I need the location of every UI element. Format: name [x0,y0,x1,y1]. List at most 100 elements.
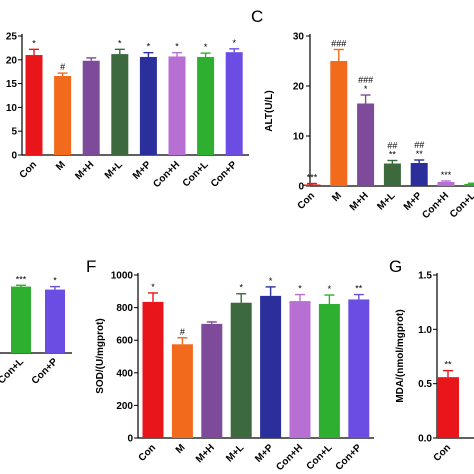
y-axis-label: MDA/(nmol/mgprot) [395,309,406,402]
bar-Con+L [464,184,474,186]
y-tick-label: 10 [293,132,305,143]
significance-mark: *** [16,274,27,284]
significance-mark: * [175,42,179,52]
bar-M [54,75,72,155]
bar-Con+H [437,182,455,186]
y-tick-label: 1.0 [418,325,432,336]
panel-label: C [251,7,263,26]
significance-mark: * [269,276,273,286]
category-label: Con+L [448,190,474,220]
bar-M+L [230,302,252,438]
significance-mark: # [60,62,65,72]
category-label: Con+P [334,442,365,473]
category-label: Con+L [305,442,335,472]
y-tick-label: 25 [6,32,18,43]
significance-mark: # [180,327,185,337]
category-label: M+H [194,442,217,465]
significance-mark: *** [441,170,452,180]
bar-M+L [111,54,129,156]
category-label: Con [18,159,40,181]
significance-mark: ## [387,141,397,151]
y-tick-label: 30 [293,32,305,43]
bar-M+P [260,295,282,438]
y-tick-label: 1.5 [418,271,432,282]
y-tick-label: 5 [11,127,17,138]
bar-M+H [357,103,375,186]
category-label: M+H [348,190,371,213]
significance-mark: * [53,276,57,286]
y-tick-label: 15 [6,79,18,90]
significance-mark: * [118,38,122,48]
significance-mark: * [364,84,368,94]
category-label: M [174,442,188,456]
bar-Con+L [197,56,215,155]
category-label: Con+P [30,356,61,387]
category-label: M+H [73,159,96,182]
category-label: Con+L [0,356,26,386]
significance-mark: * [147,42,151,52]
significance-mark: ### [358,75,373,85]
category-label: M+L [224,442,246,464]
panel-label: F [86,257,96,276]
significance-mark: ** [389,150,397,160]
significance-mark: ** [416,149,424,159]
chart-panel-0: 0 5 10 15 20 25 * Con # M M+H * M+L * M+P * Con+H * Con+L *… [6,32,249,190]
category-label: Con [296,190,318,212]
bar-Con+P [348,299,370,438]
y-tick-label: 0 [298,182,304,193]
significance-mark: * [151,282,155,292]
category-label: M+P [402,190,425,213]
y-tick-label: 0.0 [418,434,432,445]
category-label: M+L [375,190,397,212]
y-tick-label: 10 [6,103,18,114]
bar-M [330,61,348,186]
significance-mark: * [298,284,302,294]
significance-mark: ** [444,360,452,370]
y-tick-label: 0.5 [418,379,432,390]
significance-mark: * [32,38,36,48]
y-tick-label: 800 [116,303,133,314]
significance-mark: ## [414,140,424,150]
significance-mark: ** [355,284,363,294]
bar-M+P [139,56,157,155]
y-axis-label: ALT(U/L) [264,90,275,131]
bar-M+H [82,60,100,155]
category-label: M+P [253,442,276,465]
y-tick-label: 0 [127,434,133,445]
chart-panel-2: *** Con+L * Con+P [0,274,72,387]
bar-M+L [383,163,401,186]
panel-label: G [389,257,402,276]
significance-mark: * [204,42,208,52]
significance-mark: * [232,38,236,48]
y-tick-label: 20 [6,55,18,66]
y-axis-label: SOD/(U/mgprot) [95,318,106,394]
y-tick-label: 400 [116,368,133,379]
category-label: Con+H [151,159,182,190]
category-label: Con [137,442,159,464]
category-label: M [54,159,68,173]
bar-Con [437,377,459,438]
chart-panel-3: 0 200 400 600 800 1000 SOD/(U/mgprot) F * Con # M M+… [86,257,374,473]
category-label: Con [432,442,454,464]
y-tick-label: 20 [293,82,305,93]
category-label: M+P [131,159,154,182]
bar-Con [142,301,164,438]
bar-M [171,344,193,438]
bar-Con+P [225,52,243,155]
y-tick-label: 1000 [111,271,134,282]
category-label: Con+L [181,159,211,189]
chart-panel-1: 0102030ALT(U/L)C***Con###M###*M+H##**M+L… [251,7,474,221]
bar-M+H [201,323,223,438]
category-label: Con+H [420,190,451,221]
bar-Con+P [45,289,65,353]
bar-M+P [410,163,428,186]
y-tick-label: 200 [116,401,133,412]
bar-Con [303,184,321,186]
significance-mark: *** [307,173,318,183]
bar-Con+L [318,304,340,438]
bar-Con [25,55,43,155]
bar-Con+H [289,301,311,438]
